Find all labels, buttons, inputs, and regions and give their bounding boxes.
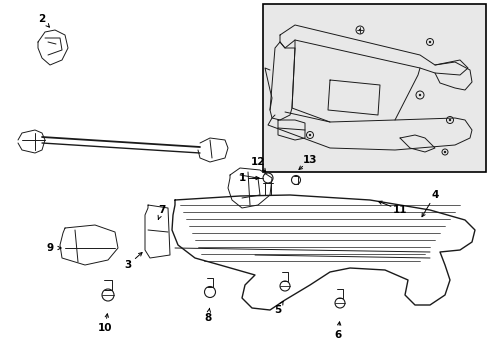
Text: 1: 1 [238, 173, 245, 183]
Circle shape [443, 151, 445, 153]
Text: 12: 12 [250, 157, 264, 167]
Text: 3: 3 [124, 260, 131, 270]
Text: 10: 10 [98, 323, 112, 333]
Circle shape [308, 134, 310, 136]
Text: 5: 5 [274, 305, 281, 315]
Text: 6: 6 [334, 330, 341, 340]
Circle shape [448, 119, 450, 121]
Circle shape [428, 41, 430, 43]
Text: 4: 4 [430, 190, 438, 200]
Circle shape [358, 29, 361, 31]
Bar [263, 4, 485, 172]
Text: 9: 9 [46, 243, 54, 253]
Text: 13: 13 [302, 155, 317, 165]
Text: 11: 11 [392, 205, 407, 215]
Text: 7: 7 [158, 205, 165, 215]
Circle shape [418, 94, 420, 96]
Text: 2: 2 [38, 14, 45, 24]
Text: 8: 8 [204, 313, 211, 323]
